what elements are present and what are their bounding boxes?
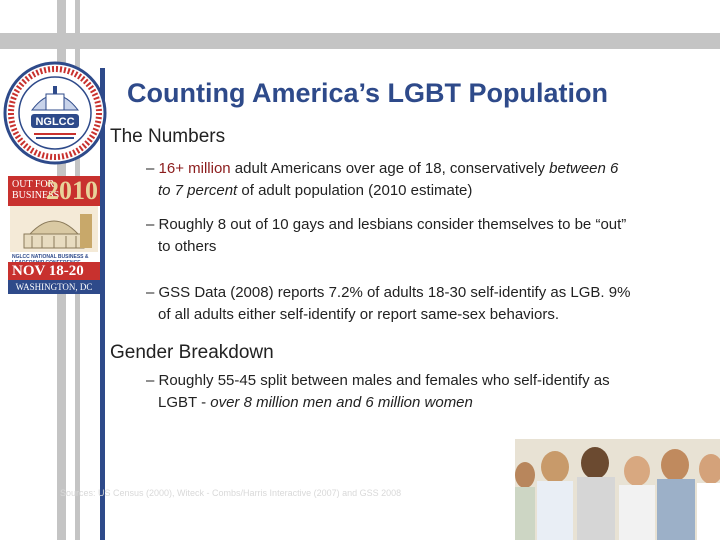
nglcc-logo: NGLCC	[3, 61, 107, 165]
bullet-emphasis: between 6	[549, 160, 619, 177]
bullet-line-2: to others	[158, 238, 217, 255]
slide-title: Counting America’s LGBT Population	[127, 78, 609, 108]
source-note: Sources: US Census (2000), Witeck - Comb…	[60, 488, 402, 498]
highlight-16-million: 16+ million	[158, 160, 231, 177]
bullet-line-1: – Roughly 55-45 split between males and …	[146, 372, 610, 389]
capitol-illustration	[10, 206, 98, 252]
banner-dates: NOV 18-20	[8, 262, 100, 280]
bullet-gss-data: – GSS Data (2008) reports 7.2% of adults…	[146, 282, 716, 326]
banner-line1: OUT FOR	[12, 179, 55, 190]
bullet-8-out-of-10: – Roughly 8 out of 10 gays and lesbians …	[146, 214, 716, 258]
heading-gender-breakdown: Gender Breakdown	[110, 342, 274, 363]
banner-line2: BUSINESS	[12, 190, 60, 201]
banner-city: WASHINGTON, DC	[8, 280, 100, 294]
bullet-emphasis: over 8 million men and 6 million women	[210, 394, 473, 411]
logo-text: NGLCC	[35, 116, 74, 128]
bullet-line-2: of all adults either self-identify or re…	[158, 306, 560, 323]
bullet-dash: –	[146, 160, 159, 177]
bullet-text-2: of adult population (2010 estimate)	[237, 182, 473, 199]
heading-the-numbers: The Numbers	[110, 126, 226, 147]
bullet-line-1: – Roughly 8 out of 10 gays and lesbians …	[146, 216, 627, 233]
bullet-text: adult Americans over age of 18, conserva…	[230, 160, 550, 177]
blue-accent-rule	[100, 68, 105, 540]
bullet-emphasis-2: to 7 percent	[158, 182, 238, 199]
decorative-horizontal-bar	[0, 33, 720, 49]
bullet-gender-split: – Roughly 55-45 split between males and …	[146, 370, 716, 414]
banner-year: 2010	[46, 176, 98, 205]
crowd-photo	[515, 439, 720, 540]
bullet-text: LGBT -	[158, 394, 211, 411]
bullet-16-million: – 16+ million adult Americans over age o…	[146, 158, 716, 202]
banner-title: OUT FOR BUSINESS	[8, 176, 100, 206]
bullet-line-1: – GSS Data (2008) reports 7.2% of adults…	[146, 284, 631, 301]
